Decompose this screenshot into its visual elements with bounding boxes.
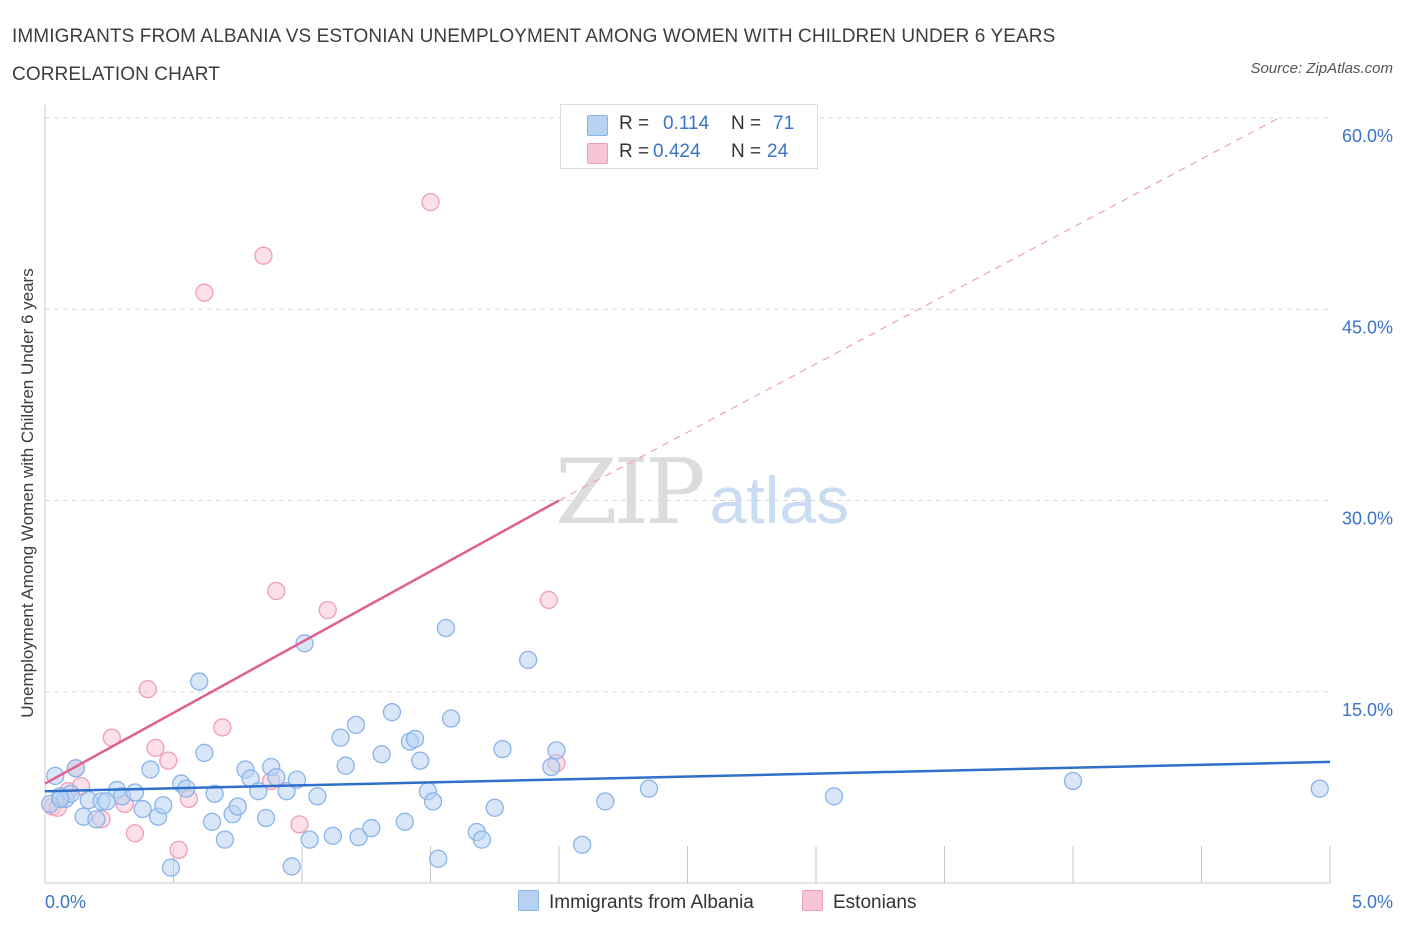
albania-point (87, 810, 106, 829)
estonian-point (125, 824, 145, 843)
albania-point (256, 808, 276, 828)
albania-point (346, 715, 366, 735)
legend-n-value: 24 (767, 141, 789, 162)
albania-point (547, 741, 566, 760)
albania-point (267, 768, 286, 787)
albania-point (125, 783, 145, 802)
albania-point (639, 779, 659, 798)
estonian-trend-line (44, 499, 560, 785)
albania-point (215, 830, 235, 849)
albania-point (51, 789, 70, 808)
legend-swatch-estonians (802, 890, 823, 911)
legend-swatch-estonians (587, 143, 608, 164)
albania-point (205, 784, 224, 803)
albania-point (382, 703, 402, 722)
albania-point (395, 812, 414, 831)
estonian-point (539, 590, 558, 610)
albania-point (411, 751, 430, 770)
albania-point (349, 827, 368, 847)
chart-title: IMMIGRANTS FROM ALBANIA VS ESTONIAN UNEM… (12, 26, 1056, 85)
legend-r-value: 0.424 (653, 141, 701, 162)
albania-point (1310, 779, 1329, 798)
series-legend-estonians: Estonians (802, 890, 916, 914)
legend-swatch-albania (587, 115, 608, 136)
watermark-zip: ZIP (555, 440, 706, 545)
estonian-point (318, 601, 337, 620)
albania-point (519, 650, 538, 670)
legend-r-label: R = (619, 141, 650, 162)
albania-point (596, 792, 615, 811)
legend-r-label: R = (619, 113, 650, 134)
albania-point (331, 728, 350, 747)
estonian-point (290, 815, 309, 834)
estonian-point (213, 718, 232, 737)
albania-point (195, 743, 214, 763)
albania-point (282, 857, 301, 876)
legend-n-label: N = (731, 113, 762, 134)
source-note: Source: ZipAtlas.com (1250, 60, 1393, 77)
albania-point (485, 798, 504, 817)
albania-point (300, 830, 319, 849)
y-tick-label: 60.0% (1342, 126, 1393, 146)
estonian-trend-extension (558, 117, 1279, 502)
albania-point (572, 835, 592, 854)
y-tick-label: 15.0% (1342, 700, 1393, 720)
albania-point (190, 672, 209, 691)
albania-point (228, 797, 247, 816)
albania-point (429, 849, 448, 868)
albania-point (154, 796, 173, 815)
albania-point (423, 792, 443, 811)
albania-point (323, 826, 342, 845)
legend-r-value: 0.114 (663, 113, 710, 134)
legend-n-value: 71 (773, 113, 795, 134)
estonian-point (421, 192, 440, 212)
legend-n-label: N = (731, 141, 762, 162)
estonian-point (169, 840, 188, 859)
albania-point (161, 858, 181, 877)
albania-point (336, 756, 355, 775)
albania-point (436, 618, 456, 638)
legend-label-estonians: Estonians (833, 892, 917, 913)
albania-point (308, 787, 327, 806)
estonian-point (146, 738, 165, 757)
legend-swatch-albania (518, 890, 539, 911)
albania-point (287, 770, 307, 789)
estonian-point (159, 751, 178, 770)
series-legend-albania: Immigrants from Albania (518, 890, 754, 914)
albania-point (372, 745, 391, 764)
correlation-legend: R = 0.114 N = 71 R = 0.424 N = 24 (560, 104, 818, 169)
y-tick-label: 30.0% (1342, 509, 1393, 529)
estonian-point (254, 246, 273, 265)
y-tick-label: 45.0% (1342, 317, 1393, 337)
albania-point (141, 760, 160, 779)
albania-trend-line (44, 760, 1331, 793)
estonian-point (195, 283, 214, 302)
estonian-point (138, 680, 157, 699)
albania-point (202, 812, 222, 831)
albania-point (824, 787, 844, 806)
albania-point (133, 799, 152, 819)
albania-point (1063, 771, 1083, 791)
albania-point (405, 729, 425, 749)
albania-point (441, 709, 461, 728)
albania-point (493, 739, 512, 759)
albania-point (362, 819, 381, 838)
albania-point (542, 757, 561, 777)
x-tick-label: 0.0% (45, 892, 86, 912)
legend-label-albania: Immigrants from Albania (549, 892, 754, 913)
x-tick-label: 5.0% (1352, 892, 1393, 912)
estonian-point (267, 581, 286, 601)
albania-point (472, 830, 492, 849)
